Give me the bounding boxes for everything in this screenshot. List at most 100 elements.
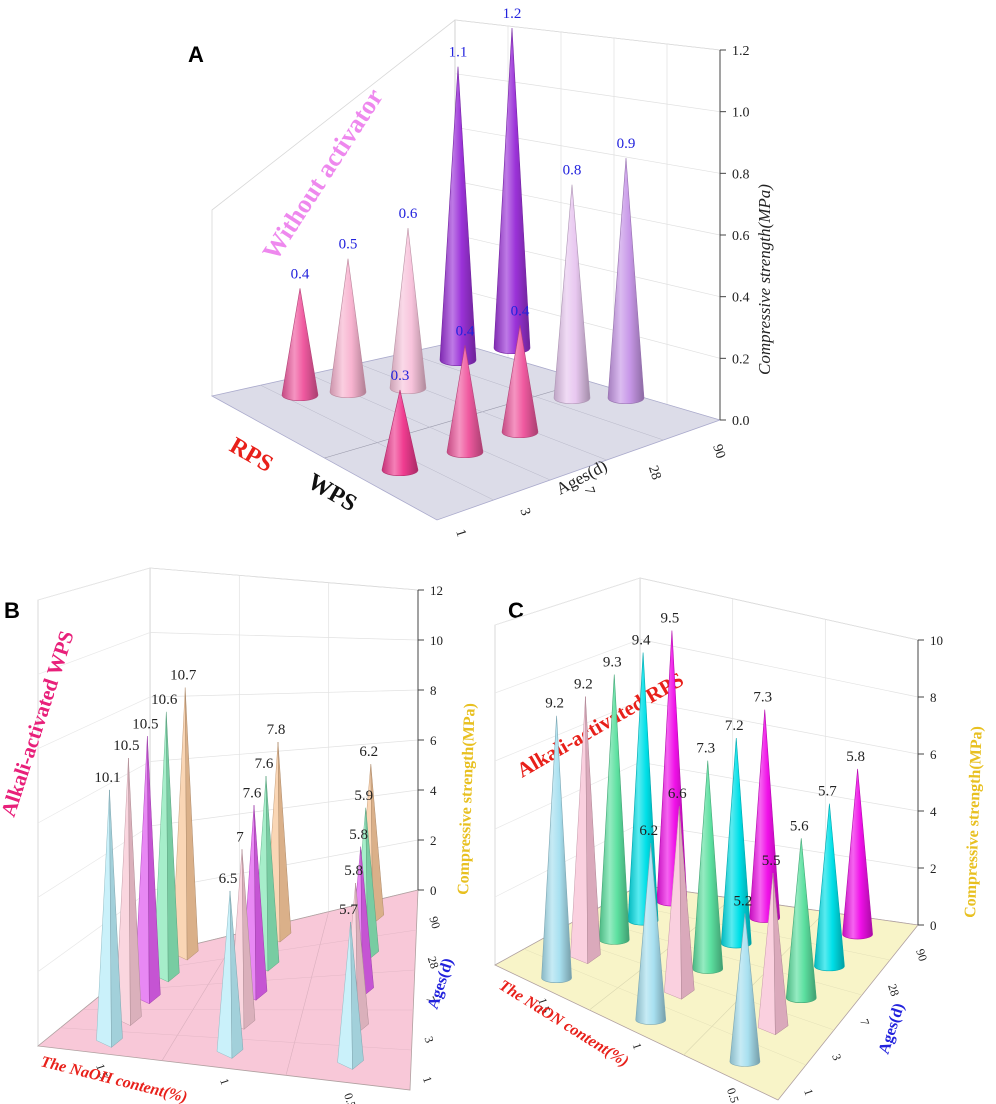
bar-naoh1-age1 xyxy=(635,843,667,1025)
age-tick-label: 28 xyxy=(645,464,664,482)
z-tick-label: 0.2 xyxy=(732,352,750,367)
grid-line xyxy=(149,567,419,591)
age-tick-label: 1 xyxy=(420,1075,435,1085)
z-tick-label: 8 xyxy=(930,690,937,705)
value-label: 0.9 xyxy=(617,136,636,152)
value-label: 0.8 xyxy=(563,163,582,179)
bar-naoh1-age3 xyxy=(663,806,695,1000)
bar-naoh1.5-age28 xyxy=(153,711,180,983)
grid-line xyxy=(454,73,721,113)
value-label: 7.3 xyxy=(753,690,772,706)
value-label: 7.6 xyxy=(243,785,262,801)
floor-grid-line xyxy=(406,352,664,441)
z-tick-label: 0 xyxy=(430,883,437,898)
panel-a: A 0.0 0.2 0.4 0.6 0.8 1.0 1.2 Compressive streng… xyxy=(188,6,774,539)
floor-grid-line xyxy=(285,911,329,1076)
bar-naoh0.5-age1 xyxy=(729,913,761,1067)
cone-RPS-0 xyxy=(281,288,319,402)
bar-naoh1.5-age3 xyxy=(570,696,601,965)
age-tick-label: 3 xyxy=(422,1035,437,1045)
bar-naoh1-age7 xyxy=(692,760,724,974)
grid-line xyxy=(149,689,419,698)
age-tick-label: 7 xyxy=(857,1017,872,1027)
grid-line xyxy=(494,577,641,626)
z-tick-label: 4 xyxy=(430,783,437,798)
age-tick-label: 1 xyxy=(801,1087,816,1097)
value-label: 10.7 xyxy=(170,668,197,684)
value-label: 7.3 xyxy=(696,741,715,757)
z-tick-label: 8 xyxy=(430,683,437,698)
grid-line xyxy=(37,567,151,601)
row-label-rps: RPS xyxy=(225,433,277,478)
value-label: 9.4 xyxy=(632,633,651,649)
panel-b: B 0 2 4 6 8 10 12 Compressive strength(MPa) 1 3 7 28… xyxy=(0,567,479,1104)
naoh-tick-label: 1.5 xyxy=(535,996,553,1015)
age-tick-label: 3 xyxy=(516,506,532,517)
grid-line xyxy=(639,639,919,698)
bar-naoh1.5-age1 xyxy=(541,715,572,983)
z-tick-label: 10 xyxy=(930,633,943,648)
z-tick-label: 1.0 xyxy=(732,106,750,121)
value-label: 5.2 xyxy=(734,893,753,909)
value-label: 6.6 xyxy=(668,786,687,802)
z-axis: 0 2 4 6 8 10 Compressive strength(MPa) xyxy=(917,633,986,933)
back-wall-left xyxy=(211,19,456,396)
age-tick-label: 28 xyxy=(885,982,902,998)
grid-line xyxy=(639,823,919,869)
value-label: 9.3 xyxy=(603,655,622,671)
cone-WPS-1 xyxy=(446,345,484,459)
age-tick-label: 3 xyxy=(829,1052,844,1062)
z-axis-title: Compressive strength(MPa) xyxy=(455,703,479,895)
grid-line xyxy=(639,577,919,641)
bar-naoh1.5-age90 xyxy=(171,687,199,961)
z-axis: 0 2 4 6 8 10 12 Compressive strength(MPa) xyxy=(417,583,479,898)
z-tick-label: 1.2 xyxy=(732,44,750,59)
z-tick-label: 2 xyxy=(430,833,437,848)
value-label: 5.5 xyxy=(762,853,781,869)
age-tick-label: 1 xyxy=(452,528,468,539)
value-label: 10.5 xyxy=(132,716,158,732)
cone-RPS-2 xyxy=(389,227,427,395)
grid-line xyxy=(639,761,919,812)
value-label: 5.7 xyxy=(339,902,358,918)
panel-a-z-axis: 0.0 0.2 0.4 0.6 0.8 1.0 1.2 Compressive strengt… xyxy=(719,44,774,429)
floor-grid-line xyxy=(260,384,494,501)
value-label: 7.8 xyxy=(267,722,286,738)
age-tick-label: 7 xyxy=(423,995,438,1005)
z-tick-label: 0.6 xyxy=(732,229,750,244)
value-label: 9.2 xyxy=(574,677,593,693)
naoh-tick-label: 1 xyxy=(630,1041,645,1051)
grid-line xyxy=(454,234,721,298)
value-label: 0.5 xyxy=(339,237,358,253)
grid-line xyxy=(454,180,721,236)
value-label: 7.6 xyxy=(255,756,274,772)
cone-RPS-4 xyxy=(607,157,645,405)
value-label: 7 xyxy=(236,829,244,845)
shapes: 9.5 7.3 9.4 5.8 9.3 7.2 9.2 5.7 7.3 9.2 6.6 5.6 6.2 5… xyxy=(541,611,873,1067)
bar-naoh0.5-age90 xyxy=(842,768,873,940)
bar-naoh0.5-age1 xyxy=(337,921,364,1071)
value-label: 0.4 xyxy=(291,266,310,282)
age-tick-label: 7 xyxy=(581,485,597,496)
naoh-tick-label: 0.5 xyxy=(341,1091,359,1104)
z-tick-label: 2 xyxy=(930,861,937,876)
bar-naoh0.5-age7 xyxy=(785,838,817,1003)
cone-WPS-4 xyxy=(553,184,591,405)
panel-a-cones: 1.2 1.1 0.6 0.5 0.4 0.9 0.8 0.4 0.4 0.3 xyxy=(281,6,645,477)
bar-naoh1-age90 xyxy=(749,709,781,923)
naoh-tick-label: 1 xyxy=(217,1077,232,1087)
value-label: 1.2 xyxy=(503,6,522,22)
panel-a-letter: A xyxy=(188,42,204,67)
grid-line xyxy=(37,761,151,824)
cone-WPS-0 xyxy=(381,389,419,477)
value-label: 10.5 xyxy=(113,738,139,754)
cone-WPS-2 xyxy=(501,325,539,439)
value-label: 5.6 xyxy=(790,818,809,834)
bar-naoh0.5-age3 xyxy=(757,872,789,1036)
value-label: 6.2 xyxy=(359,744,378,760)
grid-line xyxy=(149,632,419,641)
value-label: 0.4 xyxy=(511,303,530,319)
z-tick-label: 12 xyxy=(430,583,443,598)
value-label: 6.2 xyxy=(639,823,658,839)
